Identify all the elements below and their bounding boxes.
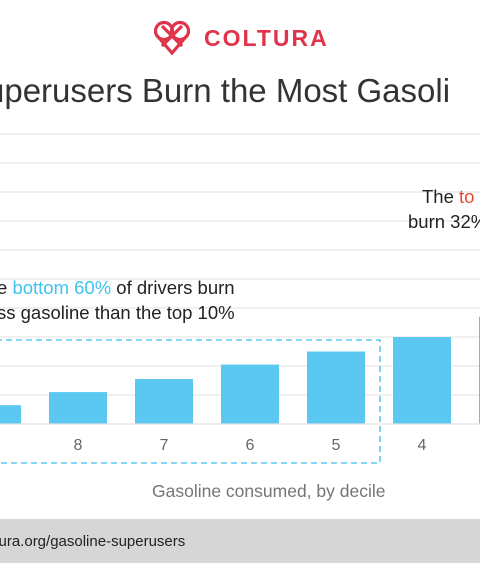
heart-logo-icon bbox=[153, 20, 191, 56]
bars bbox=[0, 316, 480, 424]
bottom-annotation-pre: e bbox=[0, 277, 8, 298]
x-tick-label-7: 7 bbox=[160, 437, 169, 454]
bar-decile-5 bbox=[307, 351, 365, 424]
x-tick-labels: 8 7 6 5 4 bbox=[74, 437, 427, 454]
bar-decile-7 bbox=[135, 379, 193, 424]
top-annotation-highlight: to bbox=[459, 186, 475, 207]
footer-url: ltura.org/gasoline-superusers bbox=[0, 533, 186, 550]
chart-title: uperusers Burn the Most Gasoli bbox=[0, 72, 451, 109]
brand-name: COLTURA bbox=[204, 25, 329, 51]
x-axis-label: Gasoline consumed, by decile bbox=[152, 481, 386, 501]
top-annotation-line2: burn 32% bbox=[408, 211, 480, 232]
bottom-annotation-post: of drivers burn bbox=[111, 277, 235, 298]
bottom-annotation-line2: ss gasoline than the top 10% bbox=[0, 302, 235, 323]
coltura-logo: COLTURA bbox=[152, 20, 332, 56]
top-annotation-pre: The bbox=[422, 186, 460, 207]
bottom-annotation-highlight: bottom 60% bbox=[12, 277, 112, 298]
x-tick-label-5: 5 bbox=[332, 437, 341, 454]
bar-decile-6 bbox=[221, 364, 279, 424]
bar-decile-8 bbox=[49, 392, 107, 424]
x-tick-label-6: 6 bbox=[246, 437, 255, 454]
bar-decile-4 bbox=[393, 337, 451, 424]
x-tick-label-8: 8 bbox=[74, 437, 83, 454]
top-annotation-line1: The to bbox=[422, 186, 474, 208]
bottom-annotation-line1: e bottom 60% of drivers burn bbox=[0, 277, 235, 299]
x-tick-label-4: 4 bbox=[418, 437, 427, 454]
bottom-60-bracket bbox=[0, 339, 381, 464]
footer-bar: ltura.org/gasoline-superusers bbox=[0, 519, 480, 563]
bar-decile-9 bbox=[0, 405, 21, 424]
